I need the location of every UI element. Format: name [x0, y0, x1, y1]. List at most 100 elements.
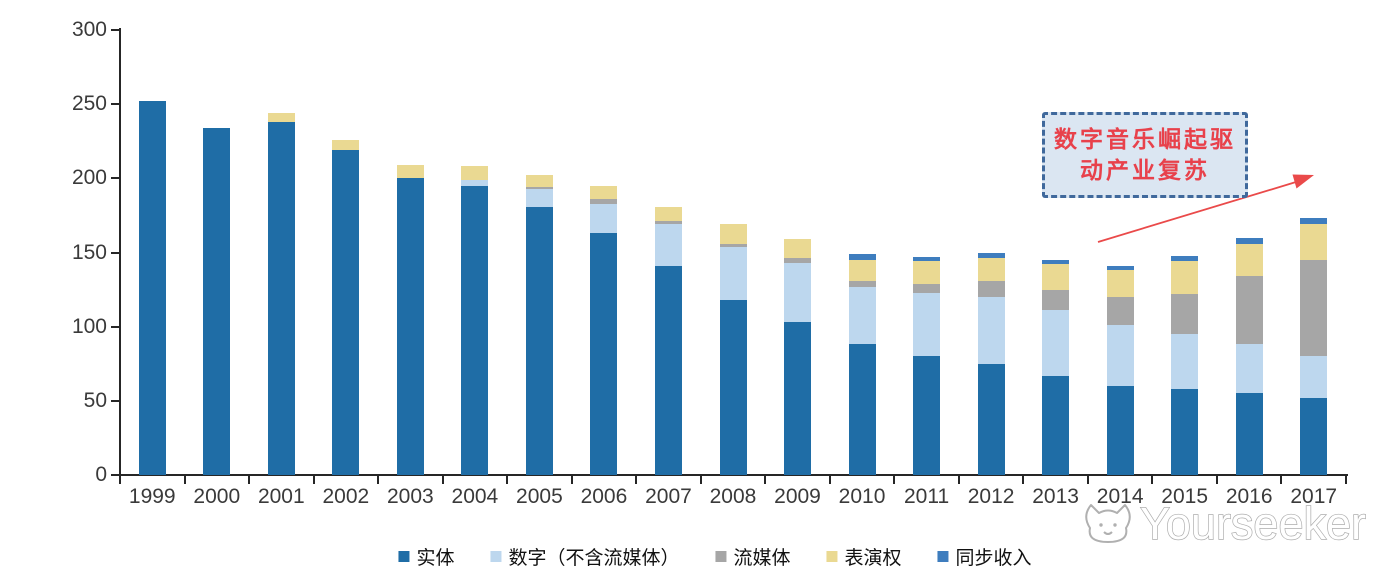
- x-tick-mark: [1151, 476, 1154, 484]
- legend-item-sync-revenue: 同步收入: [937, 543, 1032, 570]
- bar-segment-digital-excl-streaming: [1300, 356, 1328, 398]
- bar-segment-digital-excl-streaming: [848, 286, 876, 345]
- annotation-text-line1: 数字音乐崛起驱: [1054, 126, 1236, 153]
- bar-2017: [1300, 218, 1328, 475]
- x-tick-label: 2004: [451, 485, 499, 508]
- bar-segment-streaming: [913, 283, 941, 293]
- bar-segment-digital-excl-streaming: [1235, 344, 1263, 394]
- x-tick-mark: [635, 476, 638, 484]
- x-tick-mark: [1022, 476, 1025, 484]
- bar-segment-physical: [525, 206, 553, 475]
- x-axis-line: [112, 474, 1348, 476]
- x-tick-label: 2003: [386, 485, 434, 508]
- bar-segment-digital-excl-streaming: [525, 188, 553, 207]
- bar-segment-physical: [1171, 388, 1199, 475]
- y-tick-label: 50: [83, 388, 107, 412]
- bar-segment-performance-rights: [977, 258, 1005, 281]
- bar-2001: [267, 113, 295, 475]
- y-tick-mark: [111, 325, 120, 328]
- x-tick-mark: [1280, 476, 1283, 484]
- y-tick-mark: [111, 103, 120, 106]
- watermark-text: Yourseeker: [1140, 498, 1366, 549]
- bar-segment-digital-excl-streaming: [654, 224, 682, 266]
- bar-segment-performance-rights: [1106, 270, 1134, 298]
- legend-item-digital-excl-streaming: 数字（不含流媒体）: [490, 543, 679, 570]
- bar-segment-physical: [1300, 397, 1328, 475]
- bar-segment-performance-rights: [1042, 264, 1070, 290]
- bar-segment-digital-excl-streaming: [461, 179, 489, 186]
- y-tick-mark: [111, 399, 120, 402]
- bar-segment-digital-excl-streaming: [1171, 334, 1199, 389]
- bar-segment-performance-rights: [1171, 261, 1199, 295]
- x-tick-mark: [764, 476, 767, 484]
- bar-segment-streaming: [848, 280, 876, 287]
- x-tick-label: 2010: [838, 485, 886, 508]
- bar-segment-streaming: [1171, 294, 1199, 335]
- bar-segment-digital-excl-streaming: [977, 297, 1005, 364]
- bar-segment-streaming: [977, 280, 1005, 297]
- x-tick-mark: [506, 476, 509, 484]
- x-tick-label: 1999: [128, 485, 176, 508]
- x-tick-mark: [377, 476, 380, 484]
- bar-segment-physical: [1042, 375, 1070, 475]
- x-tick-mark: [1215, 476, 1218, 484]
- legend-item-physical: 实体: [398, 543, 454, 570]
- bar-segment-digital-excl-streaming: [784, 262, 812, 323]
- y-tick-mark: [111, 29, 120, 31]
- legend-swatch-icon: [937, 551, 949, 562]
- annotation-callout: 数字音乐崛起驱 动产业复苏: [1042, 112, 1248, 198]
- bar-2002: [332, 139, 360, 475]
- x-tick-mark: [828, 476, 831, 484]
- bar-2006: [590, 185, 618, 475]
- bar-2000: [203, 127, 231, 475]
- y-tick-label: 0: [95, 463, 107, 486]
- x-tick-label: 2007: [645, 485, 692, 508]
- bar-2004: [461, 166, 489, 475]
- y-axis-line: [119, 28, 121, 477]
- legend-label: 表演权: [844, 547, 902, 569]
- x-tick-label: 2005: [516, 485, 563, 508]
- x-tick-label: 2001: [257, 485, 305, 508]
- y-tick-label: 150: [71, 240, 107, 264]
- x-tick-mark: [441, 476, 444, 484]
- bar-segment-physical: [1106, 386, 1134, 475]
- bar-segment-sync-revenue: [1042, 259, 1070, 265]
- bar-segment-performance-rights: [396, 165, 424, 179]
- bar-segment-physical: [138, 101, 166, 475]
- x-tick-mark: [699, 476, 702, 484]
- bar-segment-digital-excl-streaming: [590, 203, 618, 234]
- bar-segment-digital-excl-streaming: [1042, 310, 1070, 376]
- bar-segment-streaming: [784, 258, 812, 263]
- x-tick-label: 2013: [1032, 485, 1079, 508]
- bar-segment-performance-rights: [1300, 224, 1328, 260]
- bar-segment-streaming: [525, 187, 553, 189]
- bar-segment-performance-rights: [590, 185, 618, 200]
- bar-segment-physical: [784, 322, 812, 475]
- bar-segment-performance-rights: [784, 239, 812, 259]
- bar-segment-physical: [719, 299, 747, 475]
- bar-segment-performance-rights: [1235, 243, 1263, 277]
- bar-segment-streaming: [590, 199, 618, 204]
- bar-segment-streaming: [1042, 289, 1070, 311]
- bar-2003: [396, 165, 424, 475]
- bar-segment-sync-revenue: [977, 252, 1005, 259]
- x-tick-label: 2012: [967, 485, 1015, 508]
- bar-segment-digital-excl-streaming: [913, 292, 941, 357]
- bar-segment-physical: [332, 150, 360, 475]
- chart-legend: 实体 数字（不含流媒体） 流媒体 表演权 同步收入: [398, 543, 1032, 570]
- bar-segment-digital-excl-streaming: [1106, 325, 1134, 386]
- x-tick-label: 2017: [1290, 485, 1338, 508]
- bar-2005: [525, 175, 553, 475]
- bar-2010: [848, 254, 876, 475]
- bar-segment-physical: [203, 127, 231, 475]
- x-tick-label: 2014: [1096, 485, 1144, 508]
- x-tick-label: 2015: [1161, 485, 1209, 508]
- watermark: Yourseeker: [1074, 492, 1396, 557]
- bar-2013: [1042, 259, 1070, 475]
- bar-segment-streaming: [654, 221, 682, 225]
- x-tick-mark: [893, 476, 896, 484]
- y-tick-label: 250: [71, 92, 107, 116]
- bar-segment-sync-revenue: [848, 254, 876, 260]
- legend-label: 数字（不含流媒体）: [508, 547, 680, 569]
